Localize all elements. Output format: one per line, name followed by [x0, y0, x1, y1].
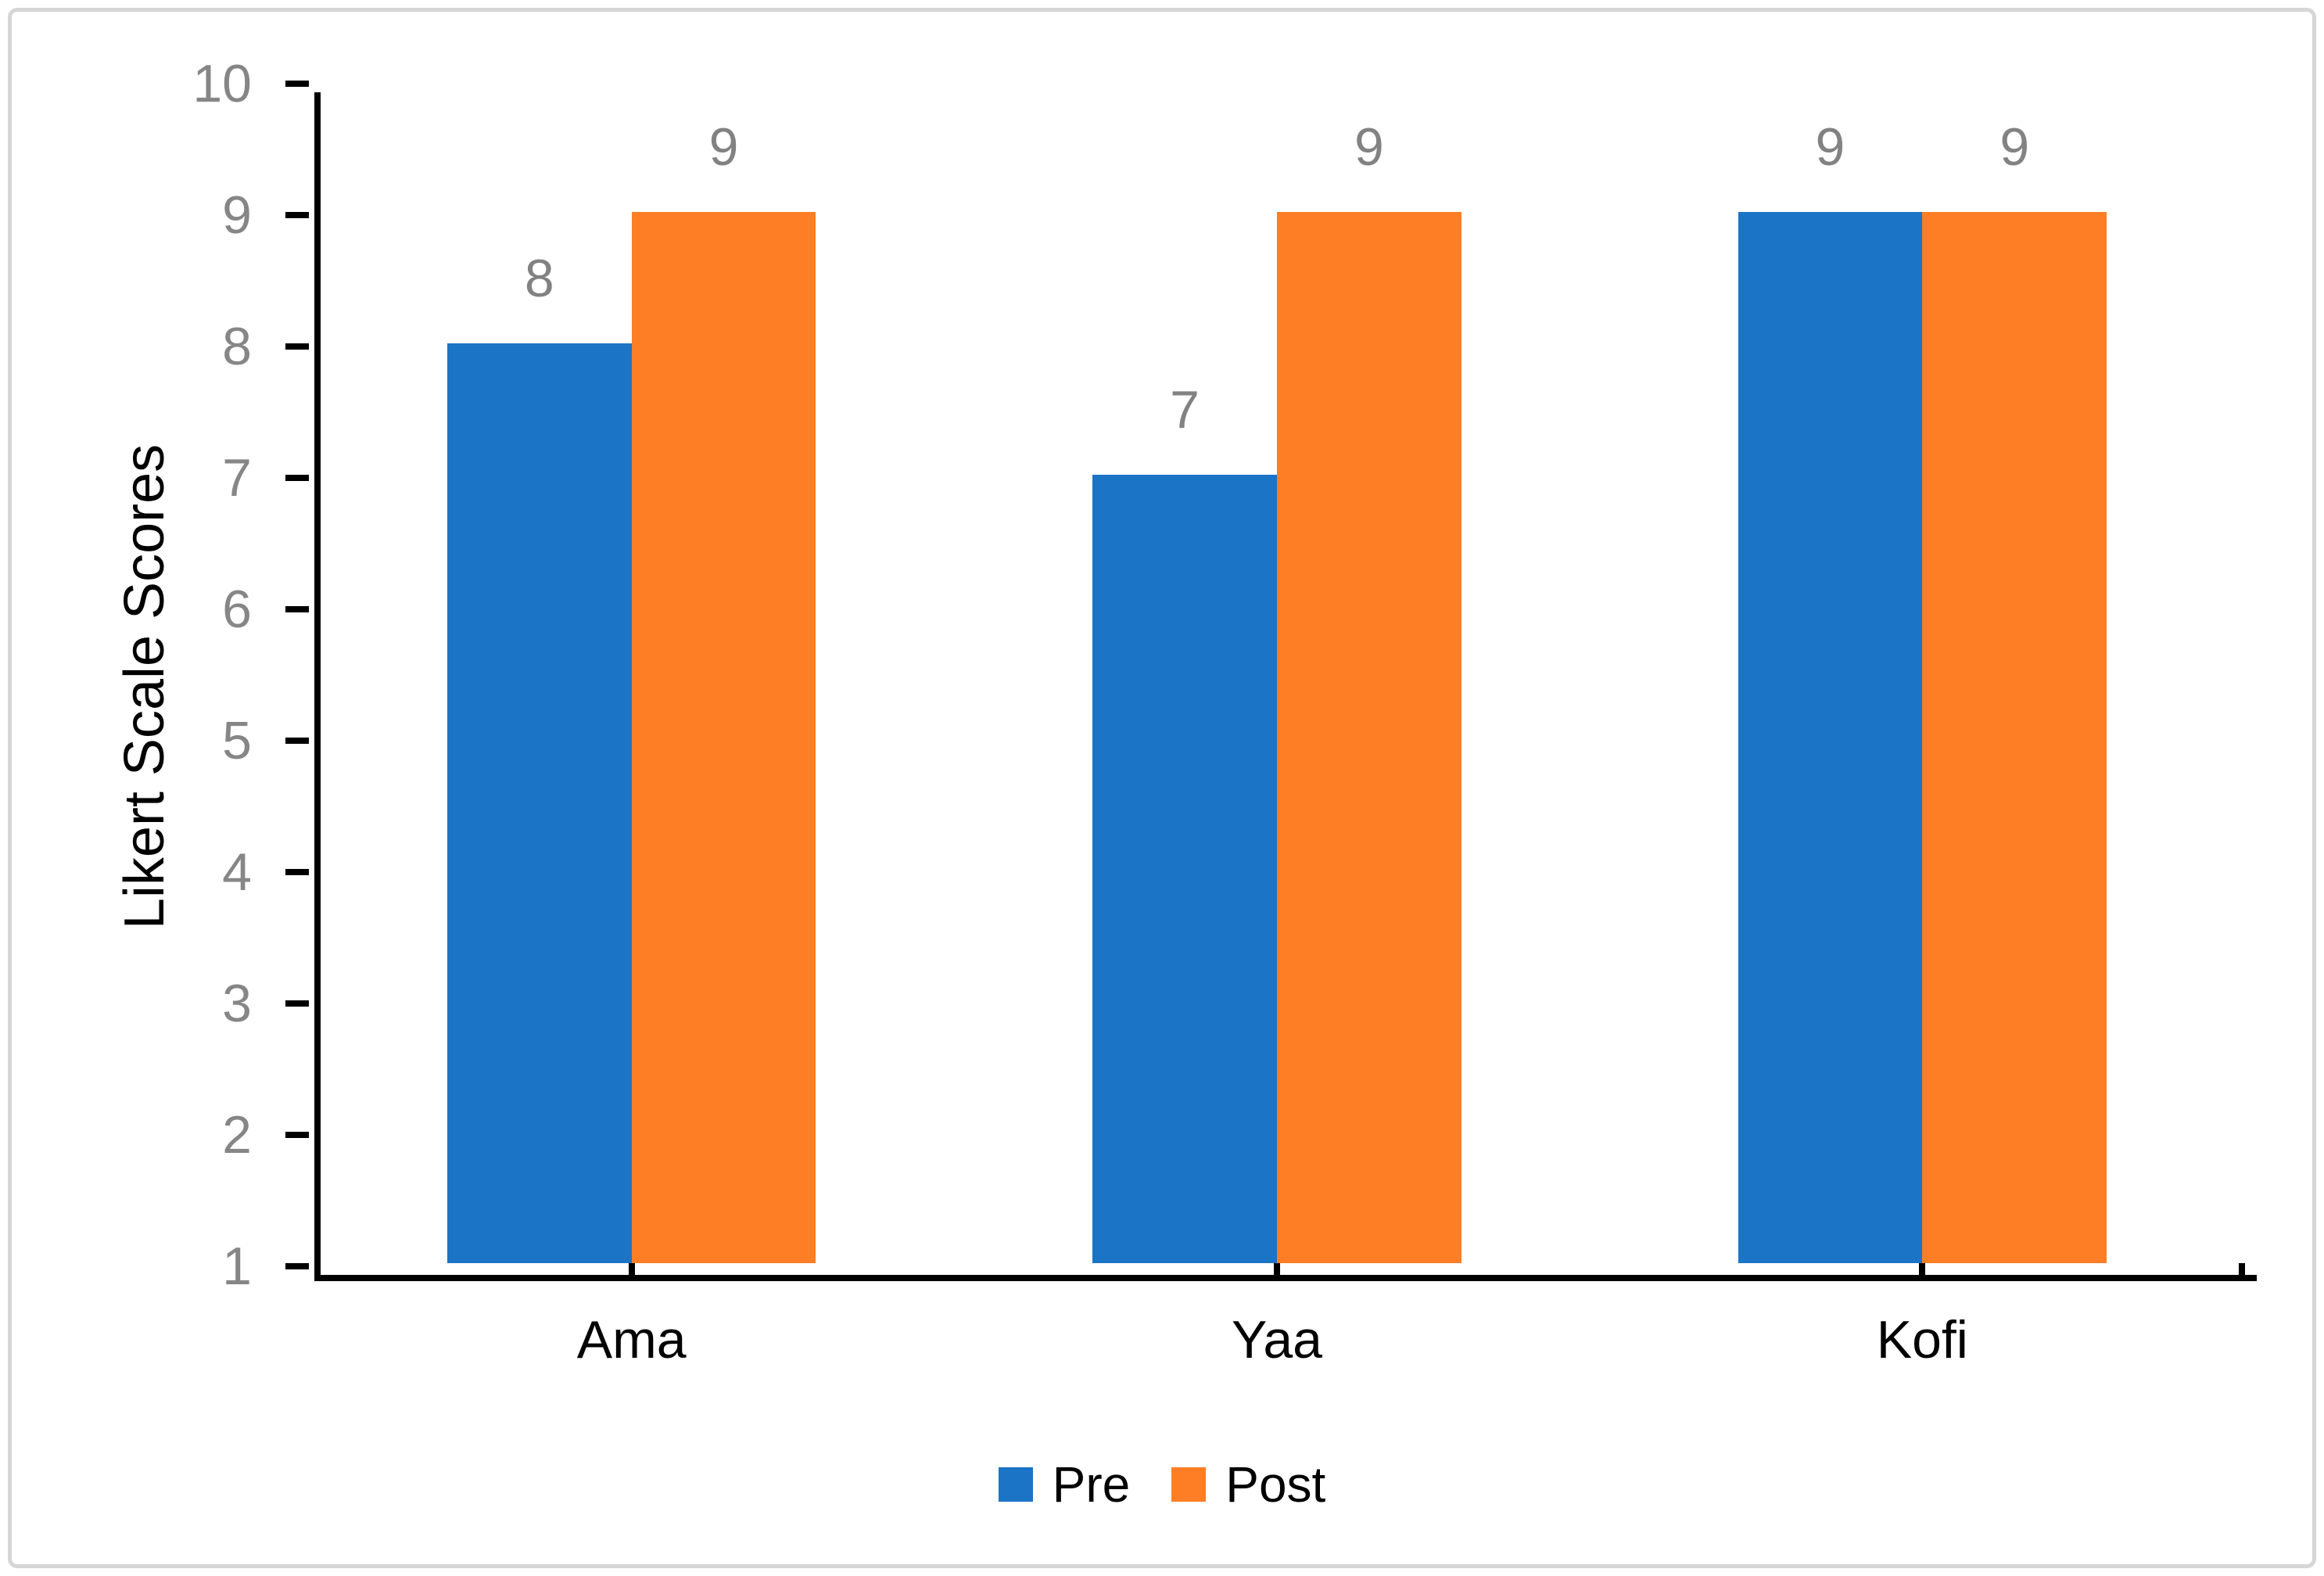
y-axis-tick [285, 869, 309, 875]
data-label: 9 [708, 117, 739, 177]
y-axis-tick [285, 81, 309, 87]
bar-post-yaa [1277, 212, 1461, 1263]
x-axis-category-label: Ama [576, 1310, 687, 1370]
x-axis-tick [628, 1263, 635, 1280]
y-axis-tick-label: 1 [222, 1237, 252, 1296]
x-axis-line [314, 1275, 2257, 1281]
legend-label: Pre [1052, 1456, 1131, 1513]
data-label: 9 [1999, 117, 2030, 177]
data-label: 9 [1354, 117, 1384, 177]
x-axis-end-tick [2239, 1263, 2245, 1280]
y-axis-line [314, 92, 321, 1281]
bar-post-kofi [1922, 212, 2107, 1263]
y-axis-tick [285, 606, 309, 612]
bar-pre-kofi [1738, 212, 1923, 1263]
y-axis-tick [285, 1000, 309, 1007]
legend-item-post: Post [1171, 1459, 1325, 1510]
bar-pre-ama [447, 343, 632, 1263]
y-axis-tick [285, 738, 309, 744]
y-axis-tick [285, 1132, 309, 1138]
y-axis-tick-label: 2 [222, 1105, 252, 1165]
x-axis-tick [1274, 1263, 1280, 1280]
chart-frame: Likert Scale Scores 1 2 3 4 5 6 7 8 9 10 Ama 8 9 Yaa 7… [8, 8, 2316, 1568]
y-axis-tick-label: 9 [222, 185, 252, 245]
bar-pre-yaa [1092, 475, 1277, 1263]
x-axis-category-label: Kofi [1876, 1310, 1968, 1370]
bar-post-ama [631, 212, 816, 1263]
x-axis-category-label: Yaa [1232, 1310, 1322, 1370]
y-axis-tick-label: 7 [222, 448, 252, 508]
y-axis-tick [285, 212, 309, 218]
y-axis-tick-label: 4 [222, 842, 252, 902]
y-axis-tick-label: 8 [222, 317, 252, 376]
y-axis-tick-label: 5 [222, 711, 252, 770]
y-axis-tick-label: 6 [222, 580, 252, 639]
legend-item-pre: Pre [998, 1456, 1131, 1513]
y-axis-tick [285, 1263, 309, 1269]
y-axis-tick [285, 475, 309, 481]
data-label: 8 [524, 249, 554, 308]
data-label: 7 [1170, 380, 1200, 440]
y-axis-tick-label: 3 [222, 974, 252, 1033]
x-axis-tick [1919, 1263, 1926, 1280]
y-axis-tick [285, 343, 309, 350]
legend-marker-pre [998, 1467, 1033, 1502]
legend-label: Post [1225, 1456, 1326, 1513]
legend: Pre Post [12, 1457, 2312, 1512]
legend-marker-post [1171, 1467, 1207, 1502]
data-label: 9 [1815, 117, 1845, 177]
y-axis-tick-label: 10 [192, 54, 252, 113]
